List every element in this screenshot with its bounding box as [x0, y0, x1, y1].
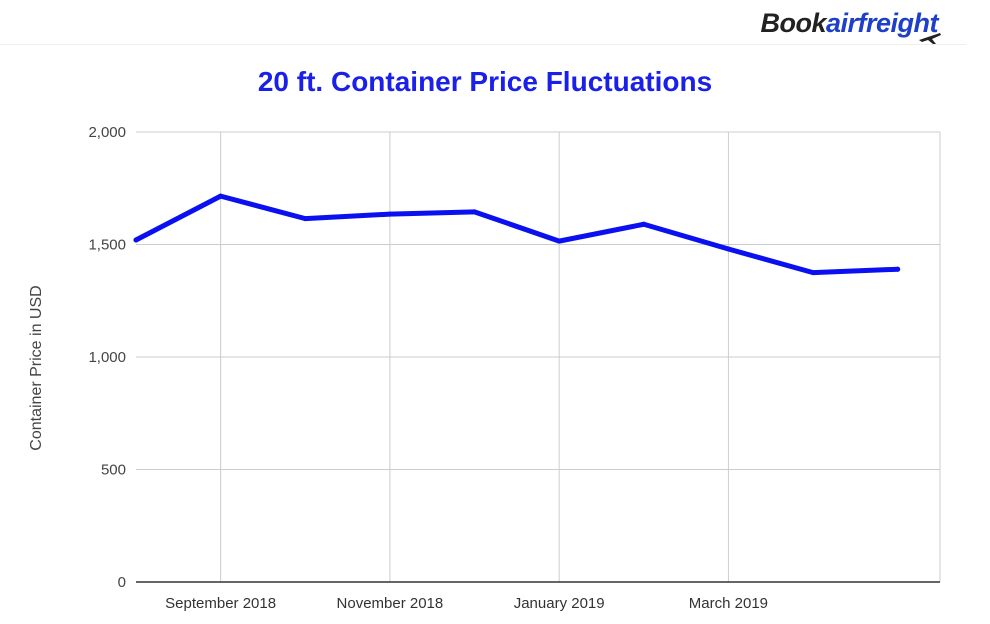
y-tick-label: 1,500: [88, 237, 126, 254]
brand-logo[interactable]: Bookairfreight: [760, 8, 938, 39]
data-point: [641, 221, 647, 227]
y-tick-label: 0: [118, 574, 126, 591]
x-tick-label: January 2019: [514, 595, 605, 612]
series-line: [133, 193, 901, 276]
data-point: [302, 216, 308, 222]
data-point: [556, 238, 562, 244]
data-point: [387, 211, 393, 217]
y-tick-label: 2,000: [88, 124, 126, 141]
data-point: [133, 237, 139, 243]
data-point: [218, 193, 224, 199]
header-divider: [0, 44, 966, 45]
data-point: [472, 209, 478, 215]
y-tick-label: 500: [101, 462, 126, 479]
x-tick-label: March 2019: [689, 595, 768, 612]
y-tick-label: 1,000: [88, 349, 126, 366]
data-point: [895, 266, 901, 272]
brand-logo-part1: Book: [760, 8, 826, 38]
data-point: [725, 246, 731, 252]
airplane-icon: [919, 33, 941, 44]
data-point: [810, 270, 816, 276]
chart-title: 20 ft. Container Price Fluctuations: [257, 66, 713, 97]
brand-logo-part2: airfreight: [825, 8, 939, 38]
x-tick-label: September 2018: [165, 595, 276, 612]
x-tick-label: November 2018: [337, 595, 444, 612]
